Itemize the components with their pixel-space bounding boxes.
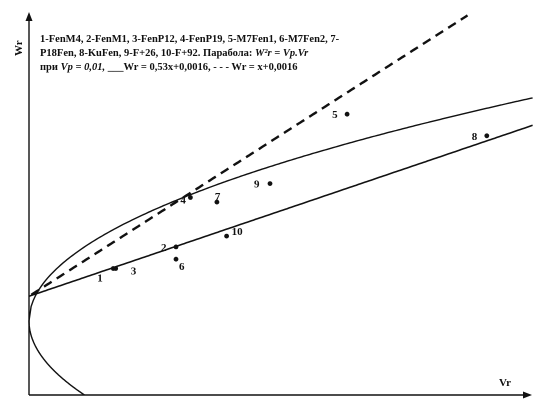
- data-point-label-10: 10: [232, 226, 244, 238]
- data-point-7: [214, 199, 220, 205]
- data-point-label-4: 4: [180, 195, 186, 207]
- legend-vp-value: Vp = 0,01,: [60, 62, 106, 73]
- parabola-lower-branch: [28, 320, 85, 396]
- dashed-fit-line: [30, 14, 469, 296]
- data-point-5: [344, 111, 350, 117]
- data-point-label-9: 9: [254, 179, 260, 191]
- data-point-3: [113, 266, 119, 271]
- x-axis-title: Vr: [499, 377, 511, 389]
- parabola-curve: [28, 97, 533, 322]
- data-point-label-7: 7: [215, 191, 221, 203]
- axes: Wr Vr: [13, 12, 532, 399]
- legend-line-3: при Vp = 0,01, ___Wr = 0,53x+0,0016, - -…: [40, 61, 440, 75]
- data-point-6: [173, 256, 179, 262]
- legend-line-2: P18Fen, 8-KuFen, 9-F+26, 10-F+92. Парабо…: [40, 47, 440, 61]
- data-point-9: [267, 181, 273, 187]
- data-point-4: [188, 195, 193, 200]
- data-point-10: [224, 233, 230, 239]
- legend-dashed-line-equation: - - - Wr = x+0,0016: [213, 62, 298, 73]
- data-point-label-2: 2: [161, 242, 167, 254]
- parabola-equation: W²r = Vp.Vr: [255, 48, 309, 59]
- legend-solid-line-equation: ___Wr = 0,53x+0,0016,: [107, 62, 211, 73]
- solid-fit-line: [28, 124, 533, 298]
- legend-condition-prefix: при: [40, 62, 58, 73]
- data-point-label-3: 3: [131, 266, 137, 278]
- legend: 1-FenM4, 2-FenM1, 3-FenP12, 4-FenP19, 5-…: [40, 33, 440, 75]
- data-point-label-5: 5: [332, 109, 338, 121]
- y-axis-arrow-icon: [25, 12, 33, 21]
- legend-series-list: P18Fen, 8-KuFen, 9-F+26, 10-F+92. Парабо…: [40, 48, 253, 59]
- data-point-8: [484, 133, 490, 139]
- y-axis-title: Wr: [13, 40, 25, 56]
- legend-line-1: 1-FenM4, 2-FenM1, 3-FenP12, 4-FenP19, 5-…: [40, 34, 340, 45]
- data-point-label-8: 8: [472, 131, 478, 143]
- data-point-2: [173, 244, 179, 250]
- x-axis-arrow-icon: [523, 391, 532, 399]
- data-point-label-1: 1: [97, 273, 103, 285]
- data-points: 1 2 3 4 5 6 7 8 9 10: [97, 109, 490, 285]
- data-point-label-6: 6: [179, 261, 185, 273]
